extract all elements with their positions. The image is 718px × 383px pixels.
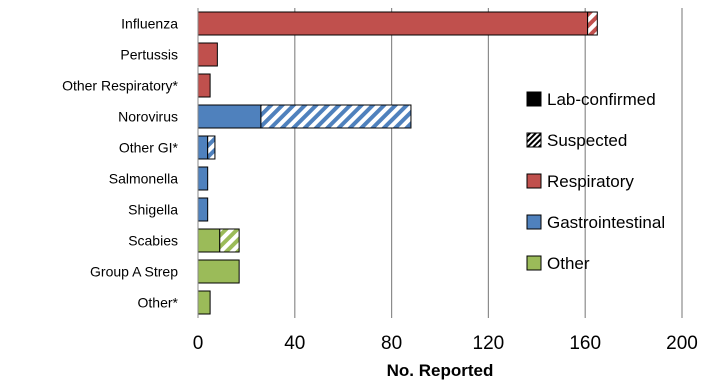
x-tick-label: 120 [473, 333, 505, 354]
bar-lab-confirmed [197, 11, 589, 36]
x-tick-label: 40 [284, 333, 305, 354]
x-axis-title: No. Reported [387, 361, 494, 380]
bar-suspected [207, 135, 216, 160]
bar-suspected [260, 104, 412, 129]
bar-lab-confirmed [197, 290, 211, 315]
legend-label: Other [547, 254, 590, 273]
legend-label: Gastrointestinal [547, 213, 665, 232]
gridlines [294, 8, 683, 318]
legend: Lab-confirmed Suspected Respiratory Gastroi… [526, 90, 665, 273]
legend-swatch [526, 173, 542, 189]
category-label: Shigella [128, 202, 178, 218]
category-label: Influenza [121, 16, 178, 32]
x-tick-labels: 0 40 80 120 160 200 [193, 333, 698, 354]
x-tick-label: 160 [569, 333, 601, 354]
bar-lab-confirmed [197, 228, 221, 253]
bar-lab-confirmed [197, 259, 240, 284]
legend-swatch [526, 255, 542, 271]
bars [197, 11, 598, 315]
category-labels: Influenza Pertussis Other Respiratory* Noro… [62, 16, 178, 311]
category-label: Other GI* [119, 140, 179, 156]
category-label: Group A Strep [90, 264, 178, 280]
legend-label: Lab-confirmed [547, 90, 656, 109]
category-label: Other Respiratory* [62, 78, 178, 94]
category-label: Pertussis [120, 47, 178, 63]
legend-swatch [526, 214, 542, 230]
bar-lab-confirmed [197, 104, 262, 129]
bar-lab-confirmed [197, 166, 209, 191]
legend-label: Suspected [547, 131, 627, 150]
category-label: Scabies [128, 233, 178, 249]
x-tick-label: 80 [381, 333, 402, 354]
x-tick-label: 0 [193, 333, 204, 354]
bar-lab-confirmed [197, 73, 211, 98]
category-label: Norovirus [118, 109, 178, 125]
category-label: Salmonella [109, 171, 178, 187]
legend-label: Respiratory [547, 172, 634, 191]
bar-suspected [587, 11, 598, 36]
bar-lab-confirmed [197, 197, 209, 222]
category-label: Other* [138, 295, 179, 311]
bar-lab-confirmed [197, 42, 218, 67]
bar-suspected [219, 228, 240, 253]
bar-lab-confirmed [197, 135, 209, 160]
x-tick-label: 200 [666, 333, 698, 354]
legend-swatch [526, 132, 542, 148]
legend-swatch [526, 91, 542, 107]
